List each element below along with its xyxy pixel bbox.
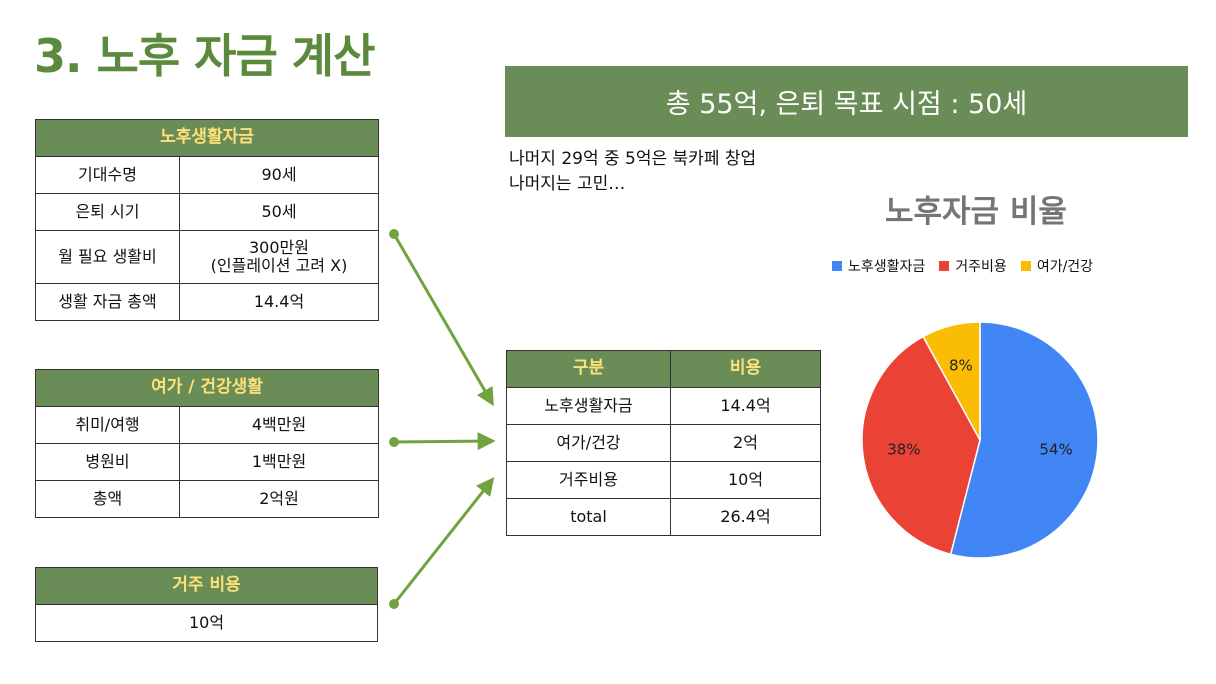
slice-label: 8% [949, 357, 973, 375]
remaining-funds-note: 나머지 29억 중 5억은 북카페 창업 나머지는 고민… [509, 147, 756, 197]
legend-swatch [832, 261, 842, 271]
summary-header-category: 구분 [506, 350, 671, 388]
chart-title: 노후자금 비율 [885, 194, 1067, 230]
summary-value-total: 26.4억 [670, 498, 821, 536]
legend-label: 여가/건강 [1036, 259, 1094, 275]
slice-label: 38% [887, 441, 920, 459]
monthly-cost-note: (인플레이션 고려 X) [210, 256, 348, 275]
leisure-health-table: 여가 / 건강생활 취미/여행 4백만원 병원비 1백만원 총액 2억원 [34, 369, 380, 518]
legend-label: 노후생활자금 [848, 259, 926, 275]
slide-title: 3. 노후 자금 계산 [34, 29, 375, 83]
row-value: 1백만원 [178, 443, 380, 481]
pie-slice [949, 321, 1099, 559]
row-value: 300만원 (인플레이션 고려 X) [179, 230, 379, 284]
connector-arrow [392, 477, 495, 605]
living-expenses-table: 노후생활자금 기대수명 90세 은퇴 시기 50세 월 필요 생활비 300만원… [35, 119, 379, 321]
summary-label-total: total [506, 498, 671, 536]
row-value: 50세 [179, 193, 379, 231]
summary-label: 노후생활자금 [506, 387, 671, 425]
chart-legend: 노후생활자금 거주비용 여가/건강 [832, 256, 1093, 276]
living-expenses-header: 노후생활자금 [35, 119, 379, 157]
row-value: 90세 [179, 156, 379, 194]
summary-value: 10억 [670, 461, 821, 499]
note-line-2: 나머지는 고민… [509, 174, 626, 194]
legend-item: 거주비용 [939, 256, 1007, 276]
cost-summary-table: 구분 비용 노후생활자금 14.4억 여가/건강 2억 거주비용 10억 tot… [506, 350, 821, 536]
pie-slice [861, 335, 981, 556]
monthly-cost-value: 300만원 [249, 237, 309, 257]
summary-value: 2억 [670, 424, 821, 462]
leisure-health-header: 여가 / 건강생활 [34, 369, 380, 407]
connector-arrow [393, 432, 496, 451]
legend-swatch [1020, 261, 1031, 271]
legend-item: 여가/건강 [1020, 256, 1094, 276]
note-line-1: 나머지 29억 중 5억은 북카페 창업 [509, 149, 757, 169]
legend-swatch [939, 261, 950, 271]
summary-header-cost: 비용 [670, 350, 821, 388]
pie-chart: 54% 38% 8% [861, 321, 1099, 559]
housing-cost-table: 거주 비용 10억 [35, 567, 378, 642]
row-value: 14.4억 [179, 283, 379, 321]
summary-label: 거주비용 [506, 461, 671, 499]
row-label: 총액 [35, 480, 180, 518]
pie-slice [922, 321, 981, 441]
connector-arrow [392, 233, 494, 407]
housing-cost-value: 10억 [35, 604, 378, 642]
row-label: 생활 자금 총액 [35, 283, 180, 321]
row-value: 2억원 [178, 480, 380, 518]
row-value: 4백만원 [178, 406, 380, 444]
housing-cost-header: 거주 비용 [35, 567, 378, 605]
summary-label: 여가/건강 [506, 424, 671, 462]
legend-item: 노후생활자금 [832, 256, 925, 276]
summary-value: 14.4억 [670, 387, 821, 425]
slice-label: 54% [1039, 441, 1072, 459]
row-label: 월 필요 생활비 [35, 230, 180, 284]
total-goal-banner: 총 55억, 은퇴 목표 시점 : 50세 [505, 66, 1188, 137]
legend-label: 거주비용 [955, 259, 1007, 275]
row-label: 취미/여행 [35, 406, 180, 444]
